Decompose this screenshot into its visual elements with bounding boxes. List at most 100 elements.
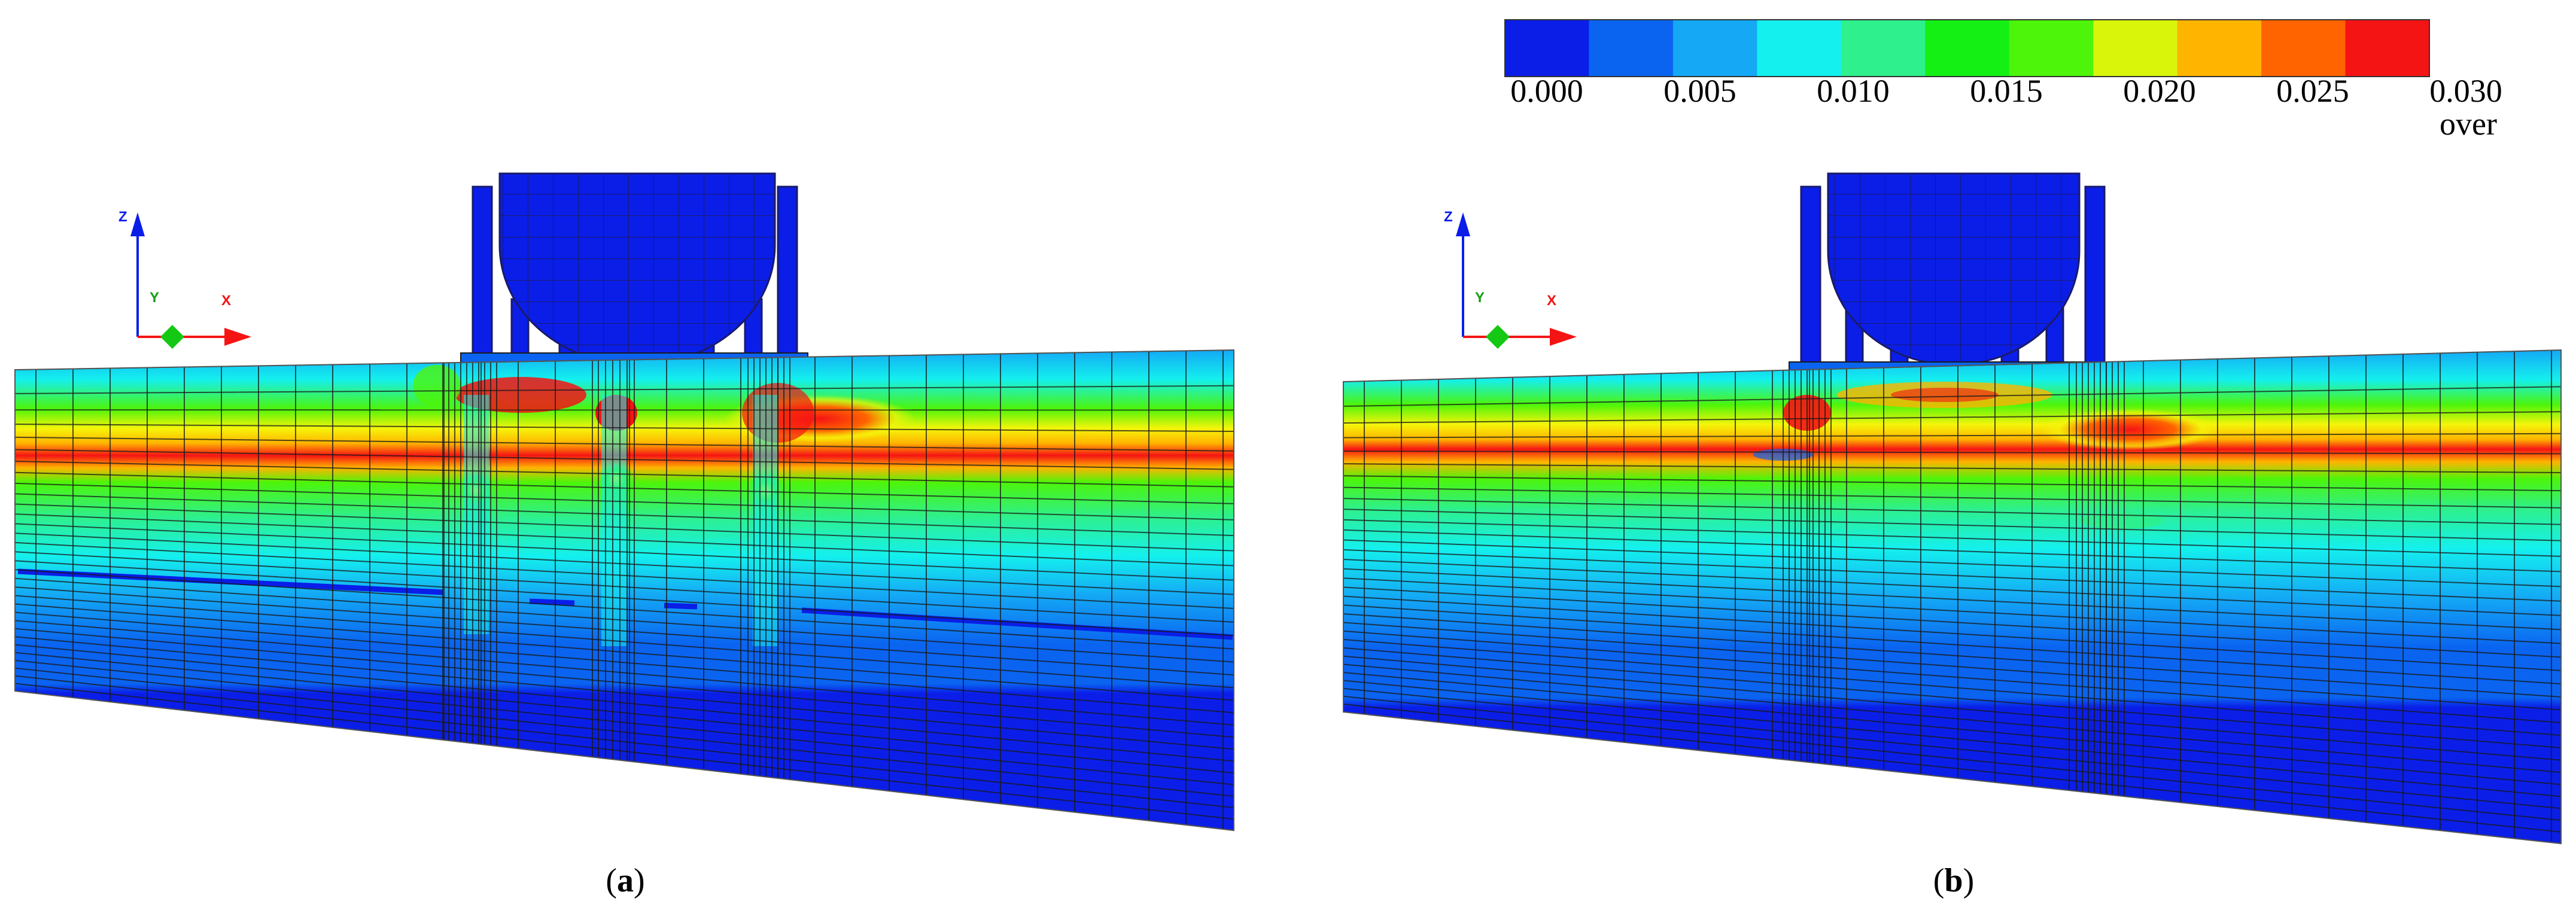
colorbar-swatch — [2093, 20, 2178, 77]
colorbar-swatch — [2345, 20, 2430, 77]
colorbar-swatch — [1757, 20, 1842, 77]
axis-label-z: Z — [118, 209, 127, 225]
mesh-line — [1343, 577, 2561, 644]
colorbar-swatch — [2177, 20, 2262, 77]
mesh-line — [15, 659, 1234, 786]
mesh-line — [15, 423, 1234, 433]
mesh-line — [1343, 664, 2561, 774]
mesh-line — [15, 586, 1234, 676]
colorbar-swatches — [1504, 19, 2430, 77]
panel-caption-b: (b) — [1933, 862, 1974, 899]
mesh-line — [15, 683, 1234, 820]
mesh-line — [1343, 704, 2561, 833]
colorbar-tick-label: 0.025 — [2276, 73, 2349, 109]
mesh-line — [1343, 604, 2561, 685]
colorbar-swatch — [1589, 20, 1674, 77]
mesh-line — [15, 471, 1234, 504]
mesh-line — [15, 611, 1234, 714]
mesh-line — [1343, 509, 2561, 541]
mesh-line — [15, 482, 1234, 521]
mesh-line — [1343, 433, 2561, 439]
colorbar-over-label: over — [2440, 106, 2497, 142]
mesh-line — [15, 667, 1234, 797]
mesh-line — [15, 503, 1234, 552]
mesh-line — [15, 577, 1234, 663]
mesh-line — [1343, 411, 2561, 424]
mesh-line — [15, 675, 1234, 809]
mesh-line — [1343, 498, 2561, 525]
colorbar-swatch — [1841, 20, 1926, 77]
mesh-line — [1343, 529, 2561, 573]
mesh-line — [15, 595, 1234, 689]
mesh-line — [15, 628, 1234, 738]
mesh-line — [1343, 695, 2561, 821]
tank-structure-b — [1789, 172, 2116, 378]
tank-structure-a — [460, 172, 808, 369]
mesh-line — [15, 493, 1234, 537]
mesh-line — [1343, 386, 2561, 407]
colorbar-legend: 0.000 0.005 0.010 0.015 0.020 0.025 0.030 over — [1504, 19, 2502, 142]
mesh-line — [1343, 671, 2561, 786]
mesh-line — [1343, 613, 2561, 698]
axis-label-x: X — [221, 293, 231, 309]
ground-contour-a — [15, 350, 1234, 830]
colorbar-tick-labels: 0.000 0.005 0.010 0.015 0.020 0.025 0.030 — [1510, 73, 2502, 109]
mesh-line — [1343, 486, 2561, 509]
mesh-line — [15, 449, 1234, 470]
colorbar-swatch — [1925, 20, 2010, 77]
mesh-line — [1343, 647, 2561, 748]
mesh-line — [1343, 687, 2561, 809]
colorbar-tick-label: 0.010 — [1817, 73, 1890, 109]
mesh-line — [15, 532, 1234, 595]
mesh-line — [1343, 463, 2561, 474]
mesh-line — [1343, 539, 2561, 588]
colorbar-swatch — [1672, 20, 1757, 77]
colorbar-swatch — [2261, 20, 2346, 77]
mesh-line — [15, 523, 1234, 581]
panel-caption-a: (a) — [606, 862, 644, 899]
mesh-line — [15, 436, 1234, 452]
mesh-line — [15, 636, 1234, 750]
mesh-line — [15, 461, 1234, 488]
mesh-line — [15, 603, 1234, 701]
axis-label-y: Y — [150, 290, 159, 306]
colorbar-tick-label: 0.015 — [1970, 73, 2043, 109]
ground-contour-b — [1343, 350, 2561, 844]
mesh-line — [1343, 655, 2561, 761]
colorbar-tick-label: 0.030 — [2429, 73, 2502, 109]
mesh-line — [15, 385, 1234, 394]
mesh-line — [1343, 586, 2561, 658]
mesh-line — [1343, 638, 2561, 736]
mesh-line — [15, 652, 1234, 774]
mesh-line — [1343, 595, 2561, 671]
mesh-line — [15, 620, 1234, 726]
mesh-line — [1343, 519, 2561, 557]
mesh-line — [1343, 549, 2561, 602]
axis-triad-b: Z Y X — [1444, 209, 1577, 349]
colorbar-tick-label: 0.005 — [1663, 73, 1736, 109]
mesh-line — [15, 569, 1234, 650]
colorbar-swatch — [2009, 20, 2094, 77]
mesh-line — [1343, 630, 2561, 723]
mesh-line — [1343, 451, 2561, 455]
mesh-line — [1343, 558, 2561, 616]
mesh-line — [15, 560, 1234, 637]
colorbar-tick-label: 0.000 — [1510, 73, 1583, 109]
mesh-line — [1343, 680, 2561, 798]
axis-label-y: Y — [1475, 290, 1485, 306]
colorbar-tick-label: 0.020 — [2123, 73, 2196, 109]
mesh-line — [15, 644, 1234, 762]
mesh-line — [15, 551, 1234, 623]
mesh-line — [1343, 622, 2561, 711]
mesh-line — [15, 513, 1234, 567]
panel-b: Z Y X (b) — [1343, 172, 2562, 899]
axis-label-z: Z — [1444, 209, 1453, 225]
axis-label-x: X — [1547, 293, 1556, 309]
mesh-line — [1343, 568, 2561, 631]
axis-triad-a: Z Y X — [118, 209, 251, 349]
mesh-line — [15, 541, 1234, 609]
panel-a: Z Y X (a) — [14, 172, 1234, 899]
colorbar-swatch — [1505, 20, 1589, 77]
mesh-line — [1343, 475, 2561, 492]
